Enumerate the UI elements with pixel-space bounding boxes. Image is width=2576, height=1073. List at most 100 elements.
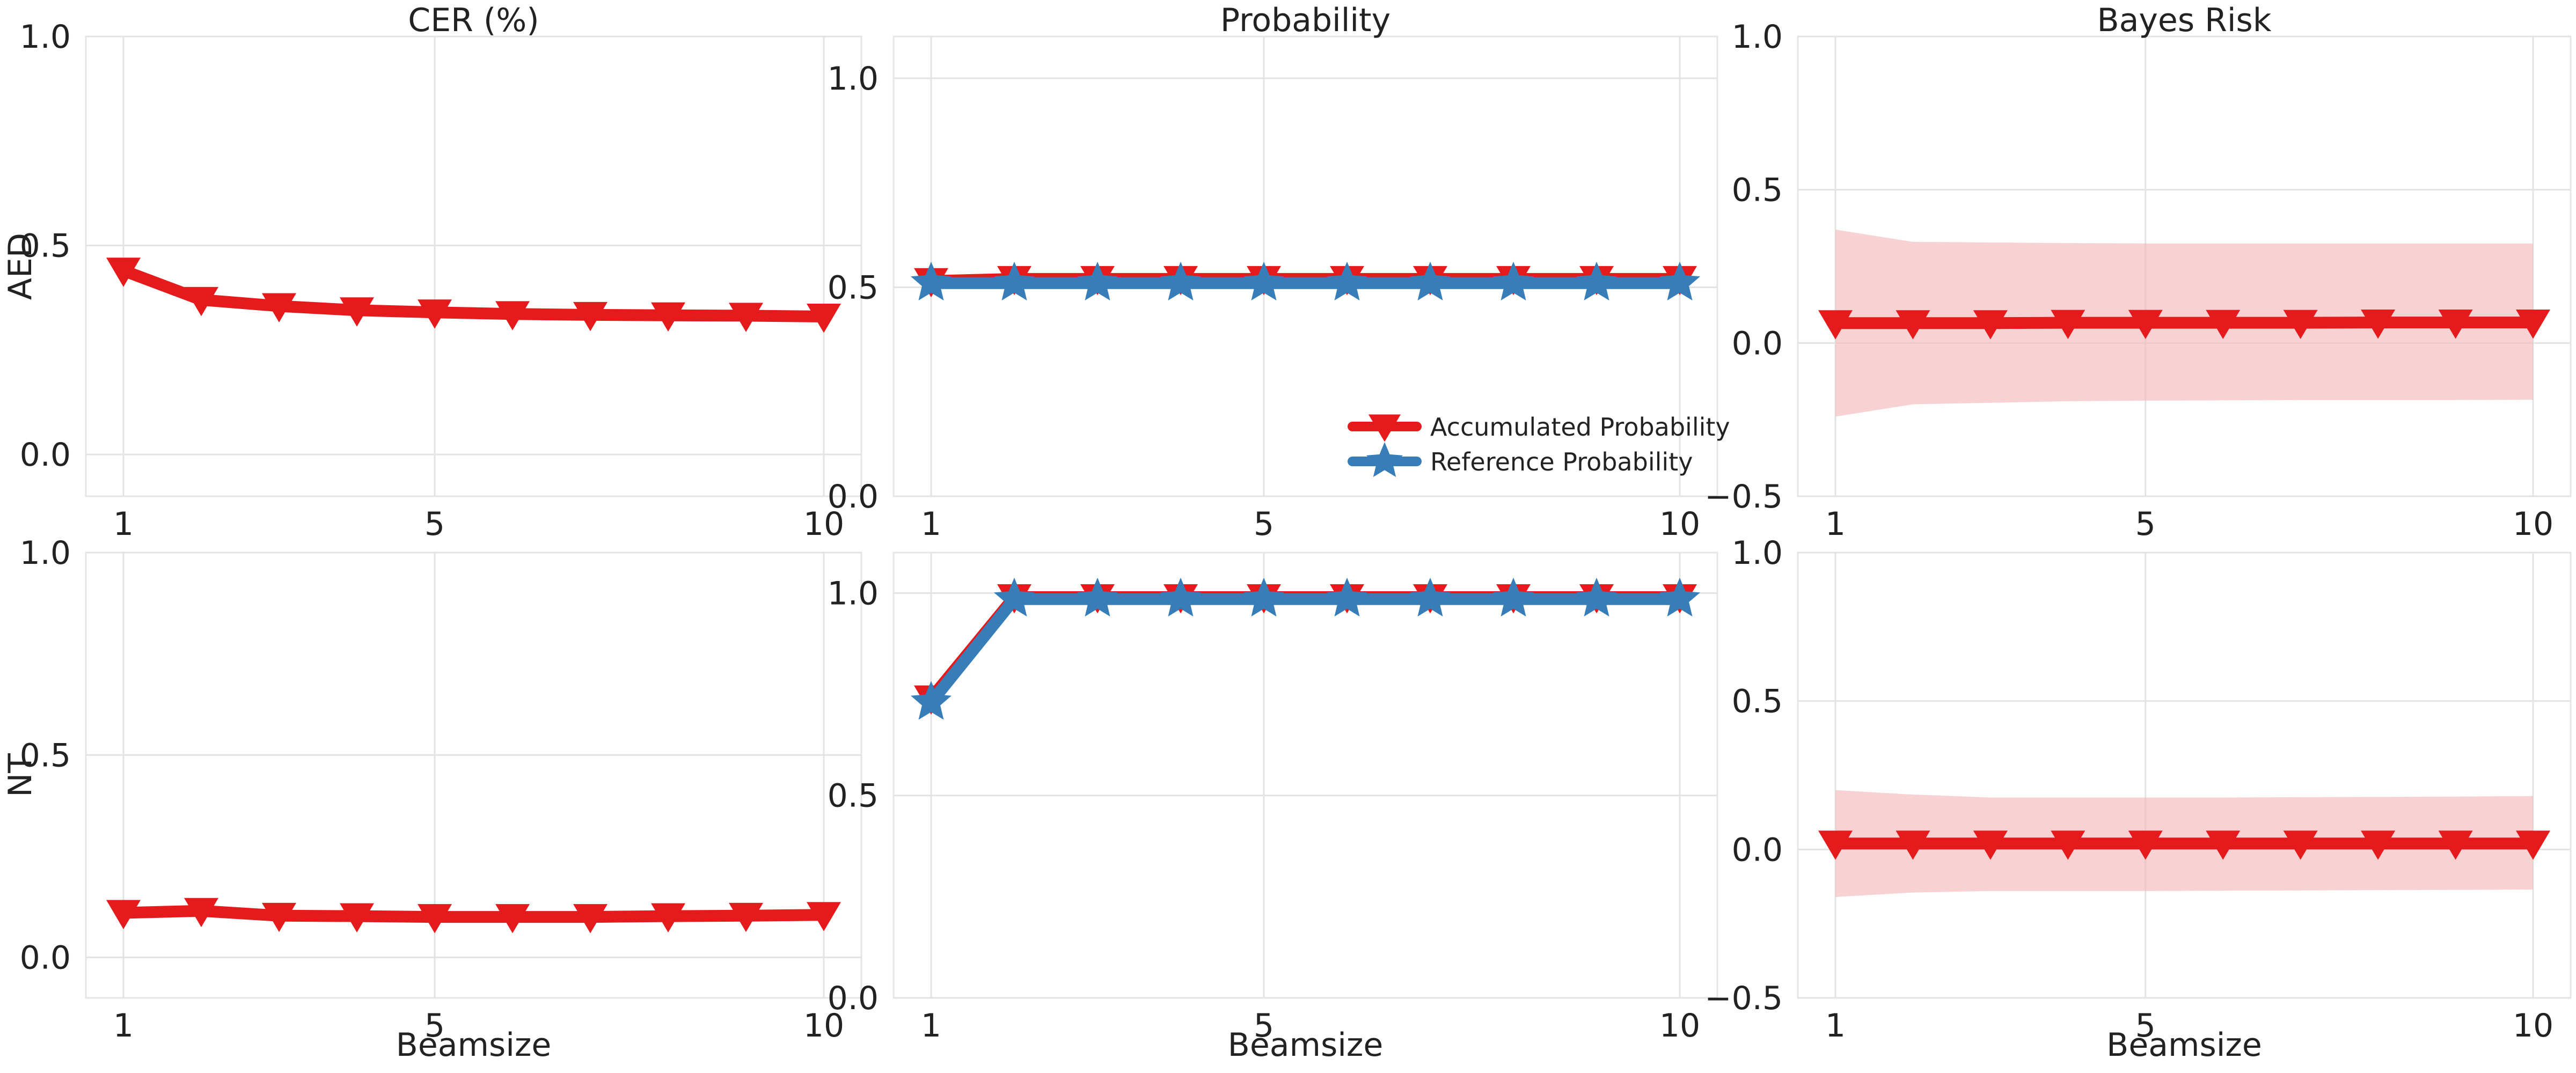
triangle-marker <box>2283 310 2318 340</box>
x-tick-label: 5 <box>2135 505 2156 543</box>
triangle-marker <box>2438 831 2473 860</box>
triangle-marker <box>2206 831 2241 860</box>
star-marker <box>1659 261 1700 300</box>
star-marker <box>994 261 1035 300</box>
y-tick-label: 0.0 <box>1732 831 1783 869</box>
panel-aed-0: 0.0 0.5 1.0 1 5 10 <box>20 18 862 543</box>
triangle-marker <box>418 904 452 934</box>
triangle-marker <box>184 898 218 928</box>
x-tick-label: 10 <box>1659 1007 1700 1045</box>
star-marker <box>1410 261 1451 300</box>
triangle-marker <box>2051 831 2085 860</box>
legend-star-marker <box>1366 442 1403 477</box>
x-tick-label: 1 <box>921 1007 941 1045</box>
panel-nt-1: 0.0 0.5 1.0 1 5 10 <box>828 552 1718 1045</box>
panel-nt-2: −0.5 0.0 0.5 1.0 1 5 10 <box>1704 534 2572 1045</box>
x-tick-label: 5 <box>425 505 445 543</box>
triangle-marker <box>2361 831 2396 860</box>
triangle-marker <box>2516 831 2550 860</box>
x-tick-label: 5 <box>1254 505 1274 543</box>
triangle-marker <box>1818 831 1853 860</box>
triangle-marker <box>1973 831 2008 860</box>
x-tick-label: 1 <box>113 505 134 543</box>
panel-nt-0: 0.0 0.5 1.0 1 5 10 <box>20 534 862 1045</box>
x-tick-label: 10 <box>1659 505 1700 543</box>
triangle-marker <box>495 904 530 934</box>
plot-area <box>892 552 1718 999</box>
triangle-marker <box>262 293 296 322</box>
series-line <box>118 905 830 923</box>
column-title: CER (%) <box>408 2 539 39</box>
star-marker <box>1160 577 1201 617</box>
series-line <box>118 264 830 322</box>
triangle-marker <box>2438 310 2473 339</box>
x-tick-label: 1 <box>1825 1007 1846 1045</box>
triangle-marker <box>1896 310 1930 340</box>
x-tick-label: 10 <box>803 1007 844 1045</box>
column-title: Bayes Risk <box>2097 2 2271 39</box>
plot-area <box>1797 552 2572 999</box>
star-marker <box>1576 577 1617 617</box>
plot-area <box>85 552 862 999</box>
panel-aed-1: 0.0 0.5 1.0 1 5 10 Accumulated Probability Refe… <box>828 35 1730 543</box>
x-tick-label: 5 <box>425 1007 445 1045</box>
triangle-marker <box>340 903 374 932</box>
triangle-marker <box>106 900 141 929</box>
star-marker <box>911 681 952 720</box>
triangle-marker <box>651 903 685 932</box>
y-tick-label: 0.0 <box>828 478 879 516</box>
panel-aed-2: −0.5 0.0 0.5 1.0 1 5 10 <box>1704 18 2572 543</box>
triangle-marker <box>340 297 374 327</box>
y-tick-label: 1.0 <box>828 60 879 98</box>
row-label: NT <box>2 753 39 797</box>
star-marker <box>1327 577 1367 617</box>
triangle-marker <box>495 301 530 330</box>
column-title: Probability <box>1220 2 1391 39</box>
y-tick-label: 0.5 <box>1732 172 1783 209</box>
triangle-marker <box>729 902 763 932</box>
y-tick-label: −0.5 <box>1704 980 1783 1017</box>
triangle-marker <box>2128 831 2163 860</box>
triangle-marker <box>807 303 841 333</box>
x-tick-label: 10 <box>2513 1007 2553 1045</box>
triangle-marker <box>807 902 841 931</box>
x-axis-label: Beamsize <box>2106 1026 2262 1064</box>
y-tick-label: 1.0 <box>20 18 71 56</box>
star-marker <box>1243 261 1284 300</box>
triangle-marker <box>2283 831 2318 860</box>
star-marker <box>1576 261 1617 300</box>
reference-probability-line <box>925 593 1686 709</box>
x-axis-label: Beamsize <box>396 1026 552 1064</box>
star-marker <box>1327 261 1367 300</box>
y-tick-label: 0.0 <box>20 939 71 977</box>
y-tick-label: 0.5 <box>20 227 71 265</box>
star-marker <box>994 577 1035 617</box>
y-tick-label: 0.5 <box>828 269 879 306</box>
y-tick-label: 0.5 <box>1732 683 1783 721</box>
triangle-marker <box>2361 310 2396 339</box>
star-marker <box>1493 577 1534 617</box>
triangle-marker <box>2128 310 2163 340</box>
y-tick-label: 1.0 <box>828 575 879 612</box>
triangle-marker <box>262 902 296 932</box>
y-tick-label: 0.0 <box>828 980 879 1017</box>
x-tick-label: 10 <box>803 505 844 543</box>
star-marker <box>1243 577 1284 617</box>
y-tick-label: 1.0 <box>1732 18 1783 56</box>
x-tick-label: 5 <box>1254 1007 1274 1045</box>
series-line <box>1829 317 2539 329</box>
triangle-marker <box>2516 310 2550 339</box>
star-marker <box>911 261 952 300</box>
star-marker <box>1160 261 1201 300</box>
triangle-marker <box>106 258 141 287</box>
triangle-marker <box>2051 310 2085 340</box>
star-marker <box>1077 261 1118 300</box>
y-tick-label: 0.0 <box>20 436 71 474</box>
y-tick-label: 1.0 <box>1732 534 1783 572</box>
y-tick-label: 1.0 <box>20 534 71 572</box>
legend-label: Reference Probability <box>1430 447 1693 476</box>
triangle-marker <box>1973 310 2008 340</box>
x-tick-label: 5 <box>2135 1007 2156 1045</box>
x-axis-label: Beamsize <box>1228 1026 1384 1064</box>
